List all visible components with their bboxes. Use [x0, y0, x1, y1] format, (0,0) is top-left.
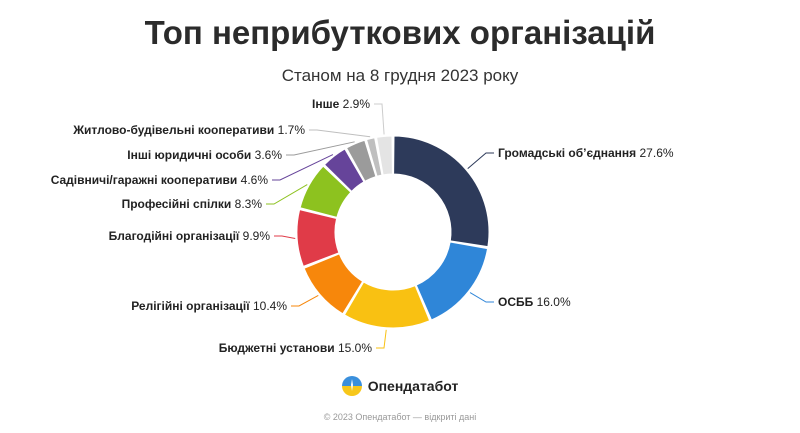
slice-label-name: Садівничі/гаражні кооперативи [51, 173, 238, 187]
slice-label-name: Релігійні організації [131, 299, 250, 313]
leader-line [272, 154, 334, 181]
slice-label-name: Бюджетні установи [219, 341, 335, 355]
donut-slice [296, 209, 340, 268]
slice-label: Професійні спілки 8.3% [122, 197, 263, 211]
slice-label: Релігійні організації 10.4% [131, 299, 287, 313]
brand-name: Опендатабот [367, 378, 459, 394]
leader-line [266, 184, 308, 205]
slice-label-value: 2.9% [339, 97, 370, 111]
slice-label-value: 1.7% [274, 123, 305, 137]
slice-label: Бюджетні установи 15.0% [219, 341, 373, 355]
slice-label-name: Інше [312, 97, 340, 111]
slice-label-value: 15.0% [335, 341, 373, 355]
page-title: Топ неприбуткових організацій [144, 14, 656, 51]
slice-label-value: 8.3% [231, 197, 262, 211]
donut-slice [299, 165, 352, 218]
leader-line [291, 294, 319, 307]
slice-label-value: 4.6% [237, 173, 268, 187]
slice-label-value: 16.0% [533, 295, 571, 309]
leader-line [374, 103, 385, 135]
slice-label-name: ОСББ [498, 295, 534, 309]
donut-slice [323, 148, 365, 193]
donut-slice [393, 135, 490, 248]
slice-label-name: Благодійні організації [109, 229, 240, 243]
leader-line [309, 129, 371, 138]
donut-slice [365, 137, 383, 177]
slice-label: Благодійні організації 9.9% [109, 229, 271, 243]
slice-label-name: Професійні спілки [122, 197, 232, 211]
footer-copyright: © 2023 Опендатабот — відкриті дані [323, 412, 477, 422]
donut-slice [343, 281, 431, 329]
slice-label: Інші юридичні особи 3.6% [127, 148, 282, 162]
leader-line [469, 292, 494, 303]
slice-label: ОСББ 16.0% [498, 295, 571, 309]
leader-line [274, 235, 296, 239]
slice-label-name: Громадські об’єднання [498, 146, 636, 160]
slice-label: Інше 2.9% [312, 97, 370, 111]
donut-slice [303, 253, 364, 315]
slice-label-name: Житлово-будівельні кооперативи [72, 123, 274, 137]
slice-label: Житлово-будівельні кооперативи 1.7% [72, 123, 305, 137]
leader-line [286, 141, 355, 156]
page-subtitle: Станом на 8 грудня 2023 року [281, 66, 519, 85]
slice-label-value: 3.6% [251, 148, 282, 162]
slice-label: Садівничі/гаражні кооперативи 4.6% [51, 173, 269, 187]
slice-label-value: 9.9% [239, 229, 270, 243]
slice-label: Громадські об’єднання 27.6% [498, 146, 674, 160]
donut-slice [345, 139, 377, 182]
slice-label-value: 10.4% [250, 299, 288, 313]
leader-line [467, 152, 494, 169]
brand: Опендатабот [0, 376, 800, 396]
slice-label-name: Інші юридичні особи [127, 148, 251, 162]
brand-logo-icon [341, 376, 362, 396]
leader-line [376, 329, 387, 349]
donut-slice [376, 135, 393, 176]
slice-label-value: 27.6% [636, 146, 674, 160]
donut-slice [415, 241, 489, 321]
